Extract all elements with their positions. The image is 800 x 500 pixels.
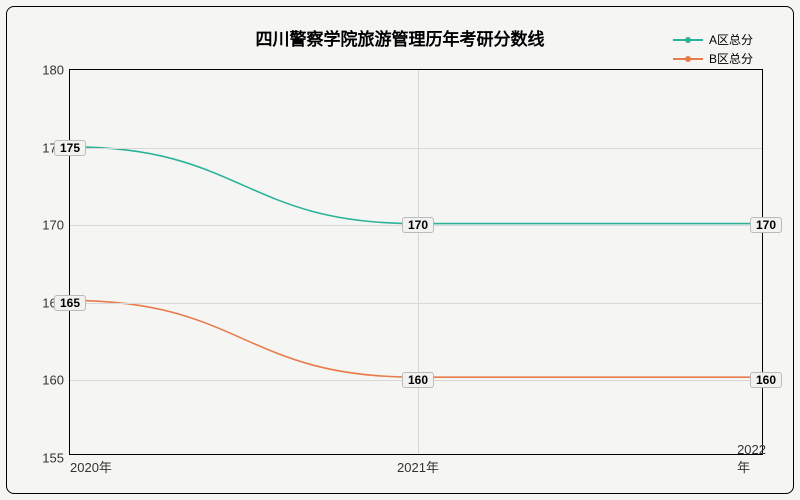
series-line bbox=[70, 147, 762, 224]
legend-label-a: A区总分 bbox=[709, 31, 753, 48]
x-tick-label: 2022年 bbox=[737, 442, 766, 476]
y-tick-label: 160 bbox=[30, 373, 64, 388]
gridline-h bbox=[70, 303, 762, 304]
gridline-v bbox=[418, 70, 419, 454]
data-label: 165 bbox=[54, 295, 86, 311]
legend-item-b: B区总分 bbox=[673, 50, 753, 67]
legend-swatch-a bbox=[673, 39, 703, 41]
series-line bbox=[70, 300, 762, 377]
legend-item-a: A区总分 bbox=[673, 31, 753, 48]
data-label: 160 bbox=[402, 372, 434, 388]
y-tick-label: 170 bbox=[30, 218, 64, 233]
x-tick-label: 2020年 bbox=[70, 457, 112, 476]
data-label: 170 bbox=[402, 217, 434, 233]
chart-svg bbox=[70, 70, 762, 454]
data-label: 160 bbox=[750, 372, 782, 388]
y-tick-label: 155 bbox=[30, 451, 64, 466]
chart-frame: 四川警察学院旅游管理历年考研分数线 A区总分 B区总分 155160165170… bbox=[6, 6, 794, 494]
gridline-h bbox=[70, 148, 762, 149]
legend-swatch-b bbox=[673, 58, 703, 60]
x-tick-label: 2021年 bbox=[397, 457, 439, 476]
legend: A区总分 B区总分 bbox=[673, 31, 753, 69]
legend-label-b: B区总分 bbox=[709, 50, 753, 67]
data-label: 170 bbox=[750, 217, 782, 233]
plot-area: 1551601651701751802020年2021年2022年1751701… bbox=[69, 69, 763, 455]
data-label: 175 bbox=[54, 140, 86, 156]
y-tick-label: 180 bbox=[30, 63, 64, 78]
